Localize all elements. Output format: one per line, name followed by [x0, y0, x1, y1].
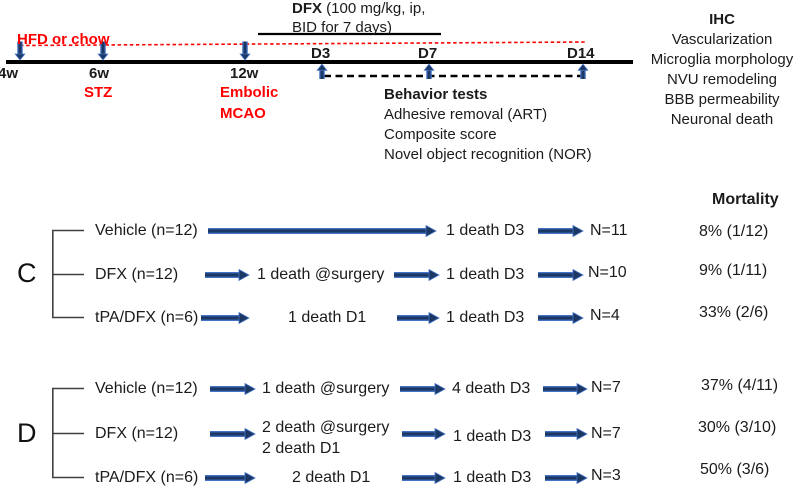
- event-label: 1 death D3: [453, 428, 532, 445]
- mortality-value: 8% (1/12): [699, 223, 769, 240]
- flow-arrow: [208, 224, 437, 238]
- mortality-header: Mortality: [712, 191, 779, 208]
- dfx-name: DFX: [292, 0, 322, 17]
- behavior-test-item: Adhesive removal (ART): [384, 106, 548, 123]
- behavior-test-item: Composite score: [384, 126, 497, 143]
- timeline-up-arrow: [577, 63, 589, 79]
- dfx-detail: (100 mg/kg, ip,: [322, 0, 426, 17]
- final-n-label: N=3: [591, 467, 621, 484]
- flow-arrow: [400, 382, 446, 396]
- flow-arrow: [402, 471, 446, 485]
- flow-arrow: [205, 268, 250, 282]
- event-label: 1 death @surgery: [262, 380, 390, 397]
- flow-arrow: [538, 224, 584, 238]
- flow-arrow: [538, 311, 584, 325]
- event-label: 1 death D3: [446, 266, 525, 283]
- week-mark-6w: 6w: [89, 65, 110, 82]
- group-label: DFX (n=12): [95, 425, 179, 442]
- flow-arrow: [394, 268, 440, 282]
- timeline-down-arrow: [14, 41, 26, 61]
- final-n-label: N=11: [590, 222, 628, 239]
- event-label: 2 death @surgery: [262, 419, 390, 436]
- mortality-value: 37% (4/11): [701, 377, 779, 394]
- flow-arrow: [545, 471, 588, 485]
- group-label: tPA/DFX (n=6): [95, 469, 199, 486]
- dfx-label: DFX (100 mg/kg, ip,: [292, 0, 425, 18]
- ihc-item: Vascularization: [671, 31, 773, 48]
- event-label: 1 death @surgery: [257, 266, 385, 283]
- behavior-test-item: Novel object recognition (NOR): [384, 146, 592, 163]
- mortality-value: 50% (3/6): [700, 461, 770, 478]
- flow-arrow: [545, 427, 588, 441]
- mortality-value: 30% (3/10): [698, 419, 777, 436]
- event-label: 1 death D3: [453, 469, 532, 486]
- timeline-up-arrow: [423, 63, 435, 79]
- mcao-label-line1: Embolic: [220, 84, 279, 101]
- group-c-bracket: [52, 229, 84, 319]
- day-mark-d14: D14: [567, 45, 595, 62]
- mortality-value: 33% (2/6): [699, 304, 769, 321]
- flow-arrow: [210, 427, 256, 441]
- timeline-down-arrow: [97, 41, 109, 61]
- event-label: 1 death D1: [288, 309, 367, 326]
- flow-arrow: [543, 382, 588, 396]
- event-label: 4 death D3: [452, 380, 531, 397]
- mortality-value: 9% (1/11): [699, 262, 768, 279]
- group-label: Vehicle (n=12): [95, 380, 198, 397]
- day-mark-d3: D3: [311, 45, 331, 62]
- flow-arrow: [210, 382, 256, 396]
- final-n-label: N=4: [590, 307, 620, 324]
- timeline-up-arrow: [316, 63, 328, 79]
- group-d-letter: D: [17, 418, 37, 448]
- flow-arrow: [201, 311, 250, 325]
- final-n-label: N=7: [591, 379, 621, 396]
- group-label: Vehicle (n=12): [95, 222, 198, 239]
- ihc-item: Neuronal death: [670, 111, 774, 128]
- event-label: 1 death D3: [446, 222, 525, 239]
- event-label: 1 death D3: [446, 309, 525, 326]
- stz-label: STZ: [84, 84, 113, 101]
- group-c-letter: C: [17, 258, 37, 288]
- group-d-bracket: [52, 387, 84, 479]
- group-label: DFX (n=12): [95, 266, 179, 283]
- diet-dashed-line: [19, 41, 587, 47]
- ihc-item: NVU remodeling: [666, 71, 778, 88]
- final-n-label: N=7: [591, 425, 621, 442]
- flow-arrow: [538, 268, 584, 282]
- week-mark-12w: 12w: [230, 65, 259, 82]
- dfx-label-line2: BID for 7 days): [292, 19, 393, 36]
- ihc-item: BBB permeability: [664, 91, 780, 108]
- event-label: 2 death D1: [262, 440, 341, 457]
- timeline-down-arrow: [239, 41, 251, 61]
- day-mark-d7: D7: [418, 45, 438, 62]
- flow-arrow: [397, 311, 440, 325]
- mcao-label-line2: MCAO: [220, 105, 266, 122]
- flow-arrow: [402, 427, 446, 441]
- diet-label: HFD or chow: [17, 31, 110, 48]
- behavior-tests-title: Behavior tests: [384, 86, 488, 103]
- group-label: tPA/DFX (n=6): [95, 309, 199, 326]
- final-n-label: N=10: [588, 264, 627, 281]
- week-mark-4w: 4w: [0, 65, 19, 82]
- ihc-panel: IHC Vascularization Microglia morphology…: [640, 10, 800, 130]
- event-label: 2 death D1: [292, 469, 371, 486]
- ihc-item: Microglia morphology: [650, 51, 794, 68]
- ihc-title: IHC: [709, 11, 735, 28]
- flow-arrow: [205, 471, 256, 485]
